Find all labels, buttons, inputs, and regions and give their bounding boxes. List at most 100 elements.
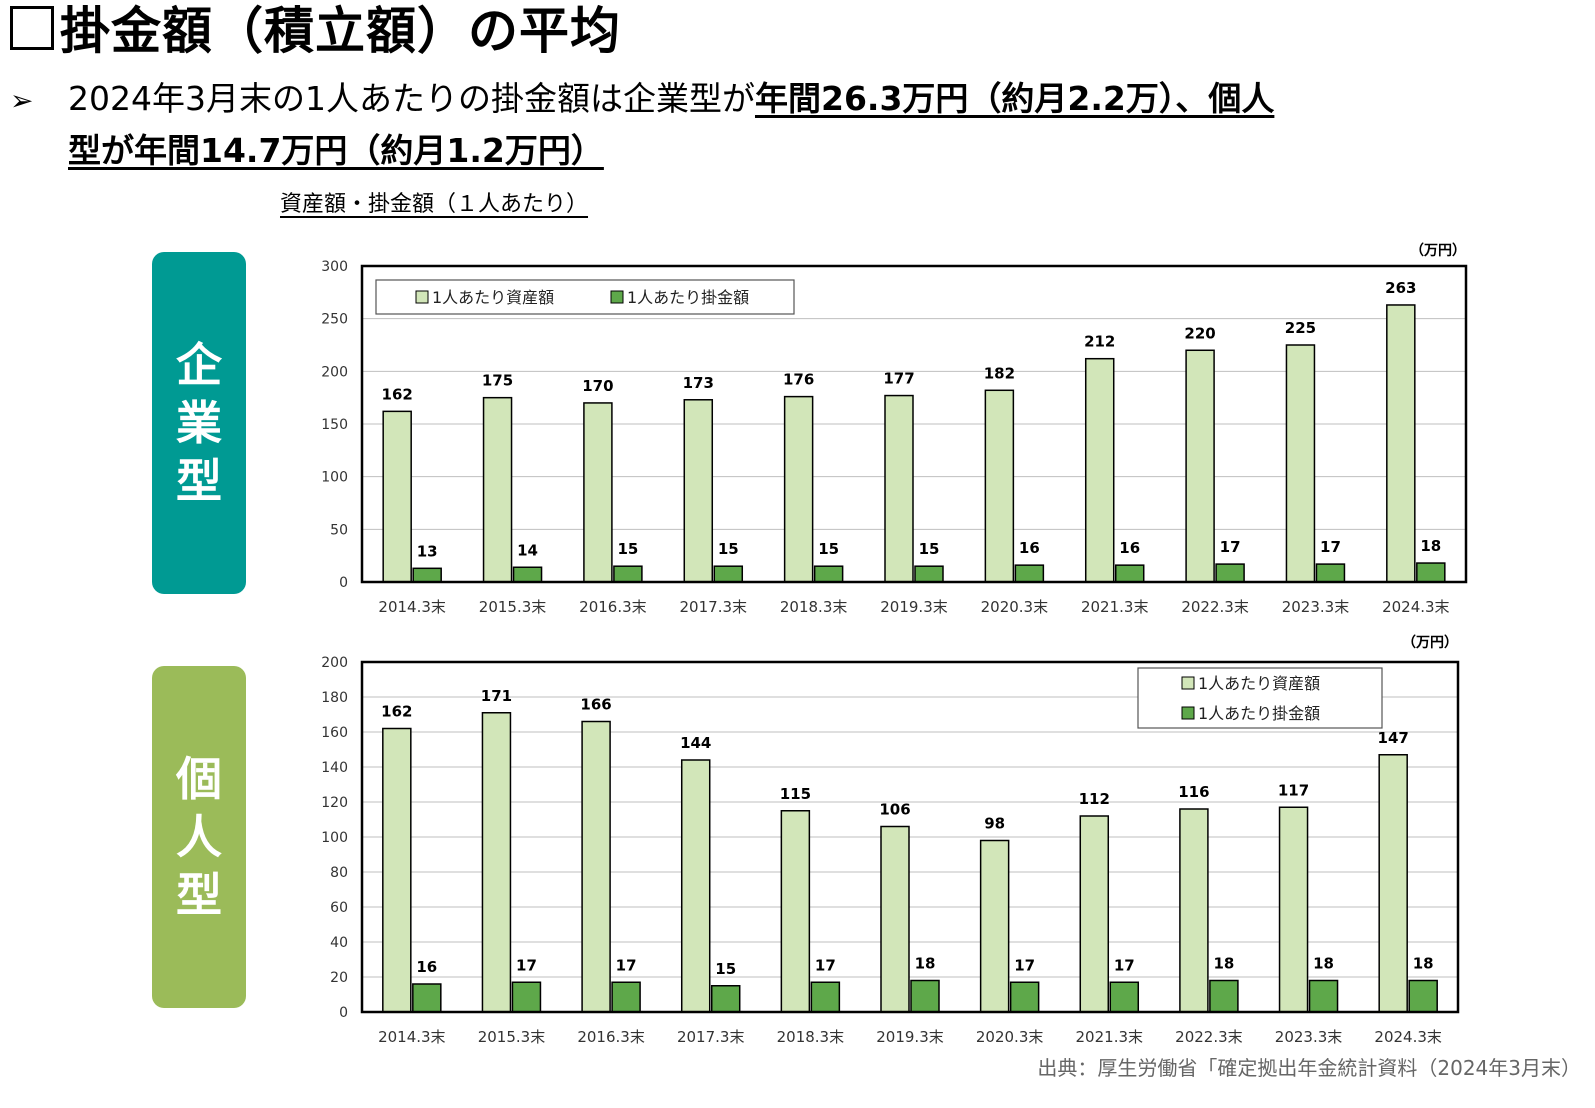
badge-char: 型 xyxy=(176,454,222,508)
page-title: 掛金額（積立額）の平均 xyxy=(10,0,621,62)
badge-char: 個 xyxy=(176,752,222,806)
y-tick-label: 20 xyxy=(330,970,348,986)
asset-bar xyxy=(481,712,512,1013)
contribution-bar xyxy=(1114,564,1145,583)
y-tick-label: 150 xyxy=(321,417,348,433)
contribution-data-label: 15 xyxy=(818,540,839,558)
unit-label: （万円） xyxy=(1410,243,1466,259)
plot-frame xyxy=(360,660,1460,1014)
x-tick-label: 2023.3末 xyxy=(1275,1028,1343,1046)
contribution-data-label: 15 xyxy=(715,960,736,978)
contribution-data-label: 13 xyxy=(417,542,438,560)
y-tick-label: 120 xyxy=(321,795,348,811)
legend-swatch xyxy=(610,290,624,304)
contribution-bar xyxy=(713,565,744,583)
badge-char: 業 xyxy=(176,396,222,450)
asset-data-label: 177 xyxy=(883,370,914,388)
contribution-data-label: 17 xyxy=(616,956,637,974)
contribution-data-label: 18 xyxy=(1420,537,1441,555)
asset-bar xyxy=(583,402,613,583)
contribution-bar xyxy=(1209,979,1239,1013)
y-tick-label: 200 xyxy=(321,655,348,671)
asset-data-label: 225 xyxy=(1285,319,1316,337)
x-tick-label: 2019.3末 xyxy=(880,598,948,616)
asset-bar xyxy=(680,759,711,1013)
legend-box xyxy=(1137,667,1383,729)
y-tick-label: 100 xyxy=(321,470,348,486)
y-tick-label: 250 xyxy=(321,312,348,328)
individual-type-badge: 個 人 型 xyxy=(152,666,246,1008)
asset-data-label: 170 xyxy=(582,377,613,395)
contribution-bar xyxy=(1416,562,1446,583)
y-tick-label: 50 xyxy=(330,522,348,538)
contribution-data-label: 18 xyxy=(1213,955,1234,973)
contribution-data-label: 14 xyxy=(517,541,538,559)
contribution-bar xyxy=(1009,981,1040,1013)
contribution-bar xyxy=(1408,979,1438,1013)
contribution-data-label: 17 xyxy=(1320,538,1341,556)
y-tick-label: 0 xyxy=(339,1005,348,1021)
x-tick-label: 2020.3末 xyxy=(976,1028,1044,1046)
contribution-data-label: 16 xyxy=(1119,539,1140,557)
contribution-bar xyxy=(511,981,542,1013)
badge-char: 型 xyxy=(176,868,222,922)
contribution-bar xyxy=(1215,563,1245,583)
x-tick-label: 2017.3末 xyxy=(677,1028,745,1046)
x-tick-label: 2015.3末 xyxy=(478,1028,546,1046)
asset-data-label: 220 xyxy=(1184,324,1215,342)
asset-data-label: 147 xyxy=(1378,729,1409,747)
asset-data-label: 112 xyxy=(1079,790,1110,808)
contribution-bar xyxy=(613,565,643,583)
x-tick-label: 2014.3末 xyxy=(378,598,446,616)
contribution-bar xyxy=(412,983,442,1013)
y-tick-label: 40 xyxy=(330,935,348,951)
corporate-type-badge: 企 業 型 xyxy=(152,252,246,594)
asset-data-label: 263 xyxy=(1385,279,1416,297)
x-tick-label: 2024.3末 xyxy=(1374,1028,1442,1046)
x-tick-label: 2019.3末 xyxy=(876,1028,944,1046)
legend-swatch xyxy=(1181,676,1195,690)
asset-data-label: 117 xyxy=(1278,781,1309,799)
legend-label: 1人あたり掛金額 xyxy=(627,288,749,307)
asset-data-label: 162 xyxy=(382,385,413,403)
plot-frame xyxy=(360,264,1468,584)
legend-label: 1人あたり資産額 xyxy=(432,288,554,307)
contribution-data-label: 17 xyxy=(1220,538,1241,556)
asset-data-label: 115 xyxy=(780,785,811,803)
legend-swatch xyxy=(415,290,429,304)
chart-subtitle: 資産額・掛金額（１人あたり） xyxy=(280,192,589,217)
contribution-data-label: 18 xyxy=(1313,955,1334,973)
y-tick-label: 100 xyxy=(321,830,348,846)
x-tick-label: 2016.3末 xyxy=(579,598,647,616)
asset-bar xyxy=(1084,357,1115,583)
x-tick-label: 2021.3末 xyxy=(1076,1028,1144,1046)
asset-bar xyxy=(482,396,513,583)
legend-swatch xyxy=(1181,706,1195,720)
x-tick-label: 2021.3末 xyxy=(1081,598,1149,616)
y-tick-label: 200 xyxy=(321,364,348,380)
summary-plain-text: 2024年3月末の1人あたりの掛金額は企業型が xyxy=(68,79,755,118)
asset-bar xyxy=(984,389,1015,583)
asset-data-label: 166 xyxy=(580,696,611,714)
asset-data-label: 173 xyxy=(683,374,714,392)
asset-data-label: 106 xyxy=(879,801,910,819)
asset-bar xyxy=(884,394,914,583)
x-tick-label: 2020.3末 xyxy=(981,598,1049,616)
contribution-data-label: 17 xyxy=(815,956,836,974)
legend-box xyxy=(375,279,795,315)
asset-data-label: 116 xyxy=(1178,783,1209,801)
checkbox-square-icon xyxy=(10,6,54,50)
x-tick-label: 2018.3末 xyxy=(780,598,848,616)
summary-emphasis-2: 型が年間14.7万円（約月1.2万円） xyxy=(68,131,604,170)
contribution-data-label: 17 xyxy=(1114,956,1135,974)
asset-data-label: 175 xyxy=(482,372,513,390)
legend-label: 1人あたり掛金額 xyxy=(1198,704,1320,723)
arrow-bullet-icon: ➢ xyxy=(10,84,34,117)
summary-bullet: ➢ 2024年3月末の1人あたりの掛金額は企業型が年間26.3万円（約月2.2万）… xyxy=(10,74,1585,176)
contribution-data-label: 17 xyxy=(1014,956,1035,974)
contribution-data-label: 17 xyxy=(516,956,537,974)
asset-data-label: 171 xyxy=(481,687,512,705)
y-tick-label: 300 xyxy=(321,259,348,275)
x-tick-label: 2018.3末 xyxy=(777,1028,845,1046)
